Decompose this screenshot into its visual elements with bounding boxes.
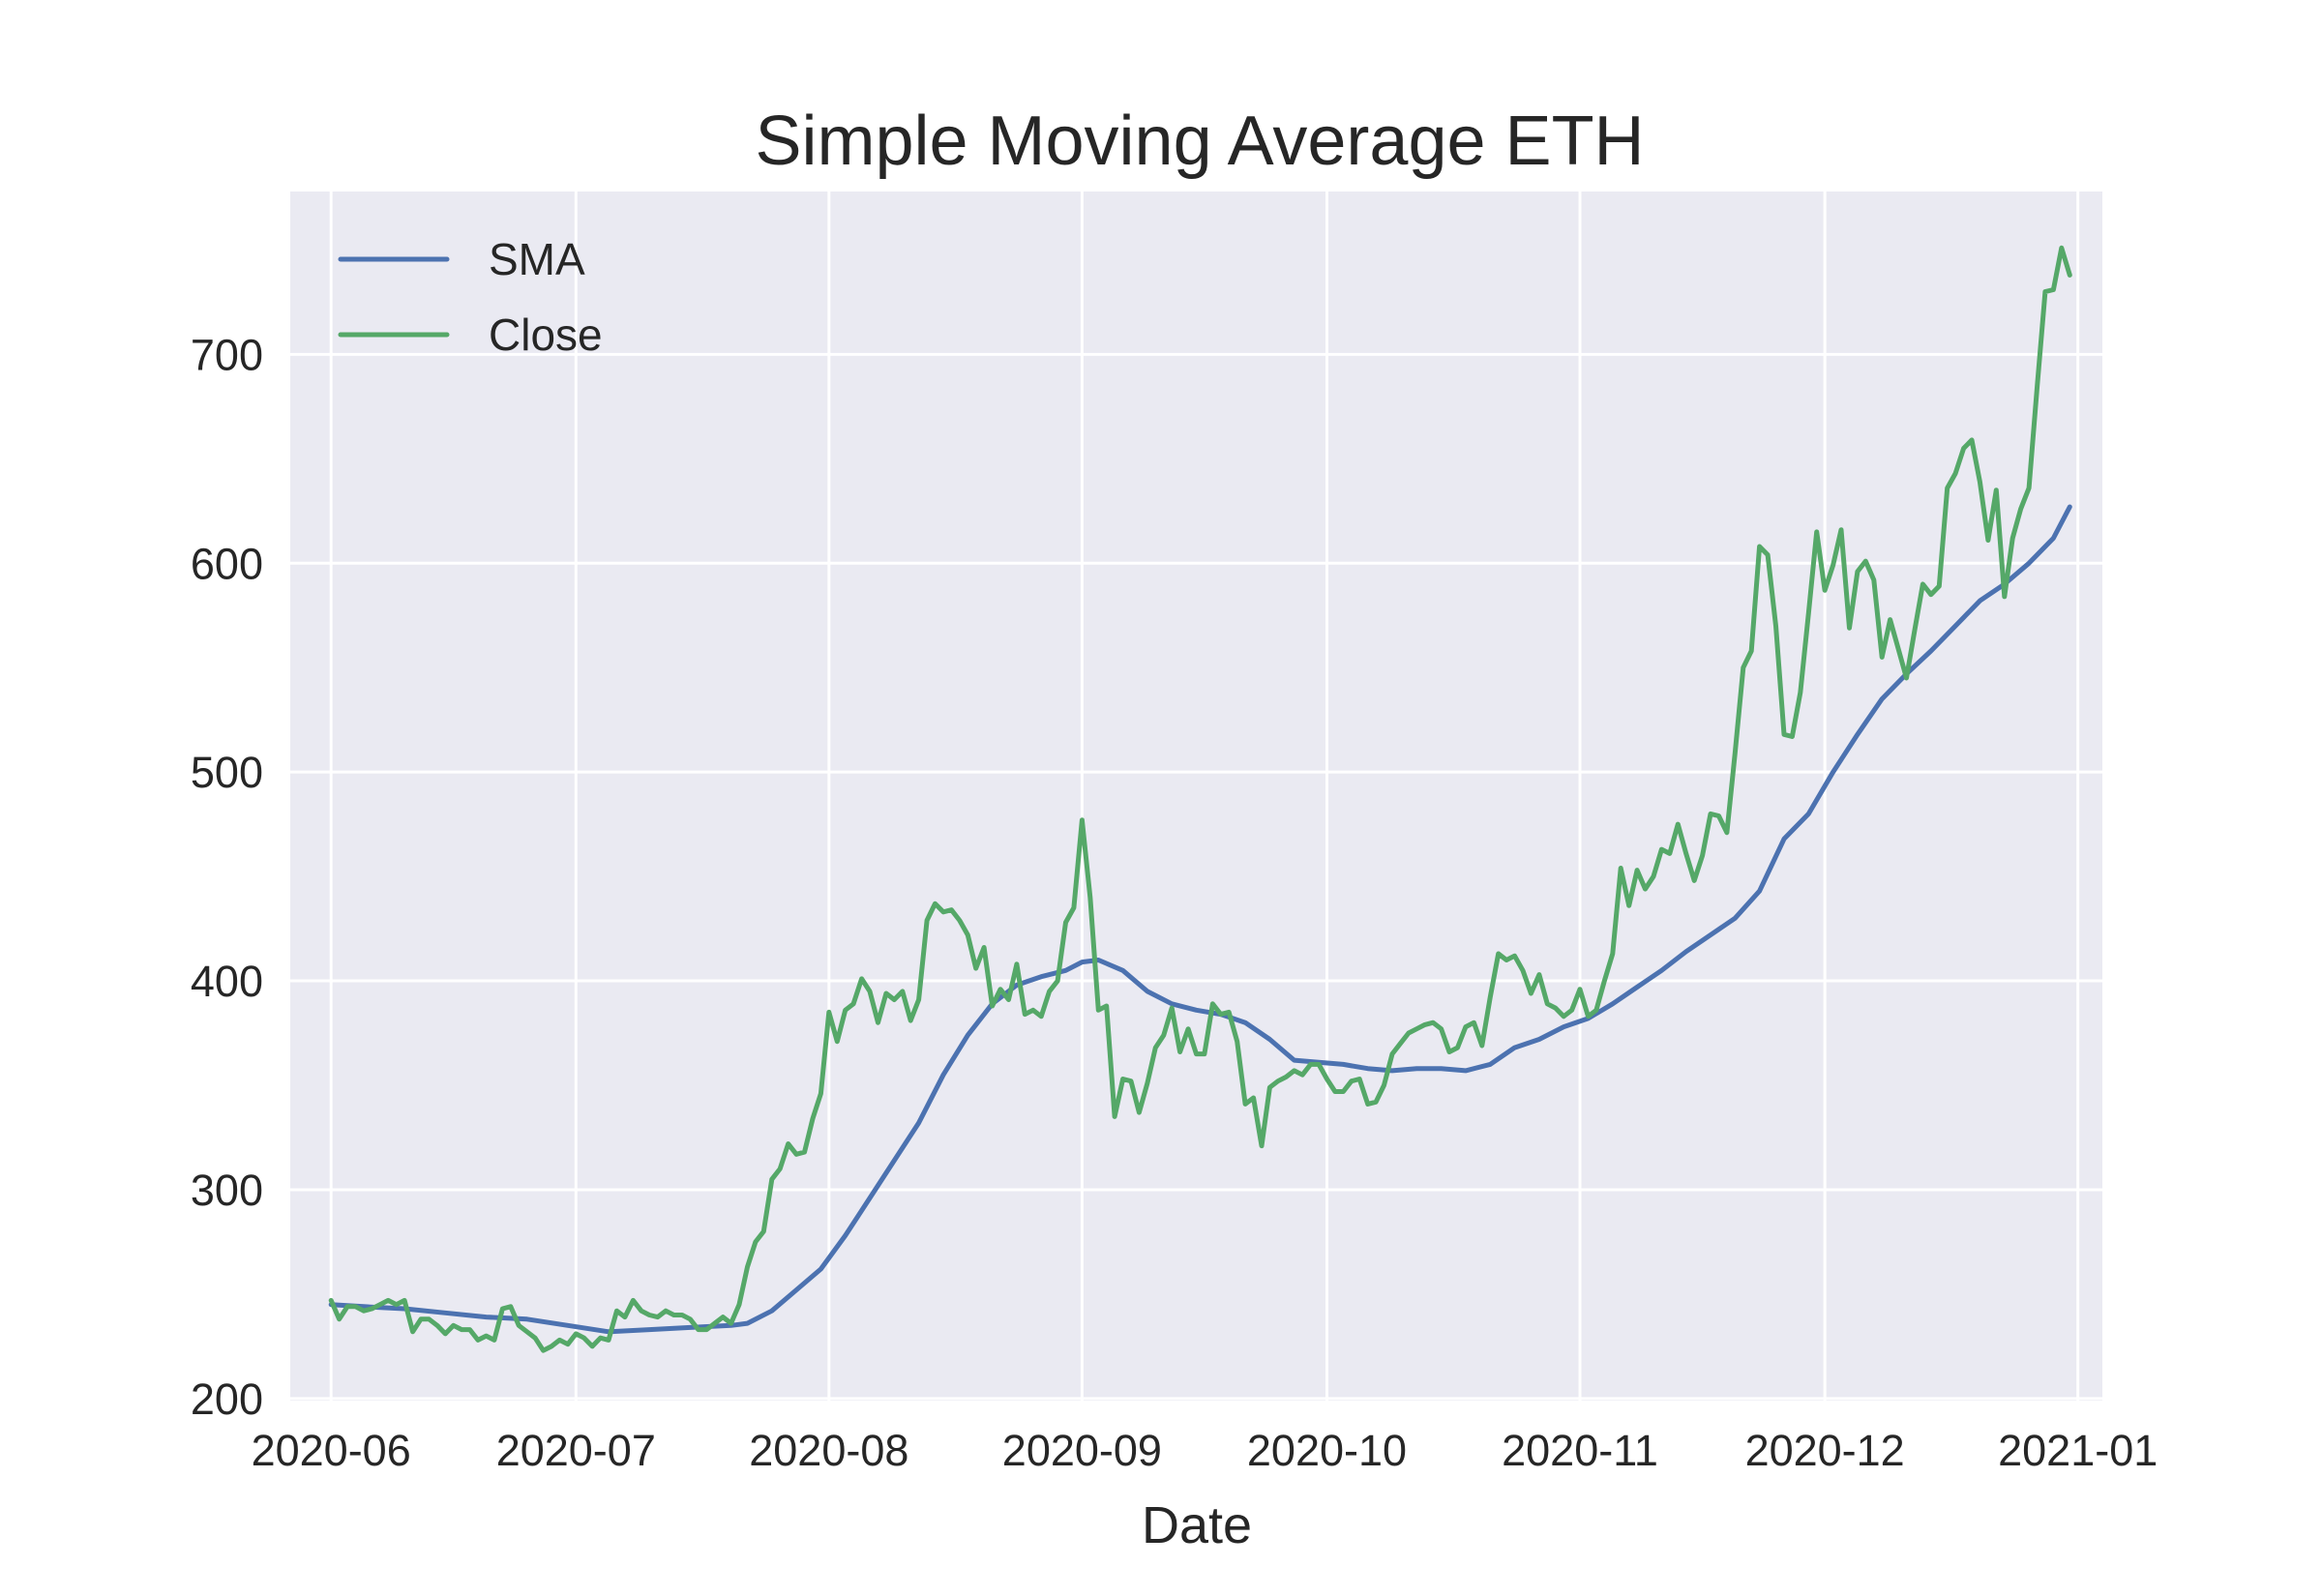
y-gridlines (290, 352, 2102, 1401)
x-tick-label: 2020-09 (1002, 1426, 1162, 1475)
series-line-close (328, 245, 2072, 1353)
x-tick-label: 2021-01 (1998, 1426, 2158, 1475)
series-line-sma (328, 504, 2072, 1335)
x-gridlines (329, 192, 2080, 1401)
y-tick-label: 200 (191, 1374, 263, 1424)
series-layer (328, 245, 2072, 1353)
x-axis-label: Date (1142, 1496, 1252, 1554)
y-tick-label: 400 (191, 957, 263, 1006)
y-tick-label: 600 (191, 539, 263, 588)
legend-label-sma: SMA (489, 234, 585, 284)
chart-title: Simple Moving Average ETH (755, 103, 1644, 180)
y-tick-label: 300 (191, 1166, 263, 1215)
y-tick-labels: 200 300 400 500 600 700 (191, 330, 263, 1423)
legend: SMA Close (338, 234, 603, 360)
x-tick-label: 2020-07 (496, 1426, 656, 1475)
x-tick-label: 2020-12 (1745, 1426, 1905, 1475)
x-tick-label: 2020-11 (1502, 1426, 1658, 1475)
x-tick-label: 2020-10 (1247, 1426, 1407, 1475)
x-tick-labels: 2020-06 2020-07 2020-08 2020-09 2020-10 2020-… (252, 1426, 2158, 1475)
y-tick-label: 500 (191, 748, 263, 797)
x-tick-label: 2020-06 (252, 1426, 411, 1475)
legend-label-close: Close (489, 310, 603, 360)
y-tick-label: 700 (191, 330, 263, 379)
plot-area (290, 192, 2102, 1401)
x-tick-label: 2020-08 (749, 1426, 908, 1475)
